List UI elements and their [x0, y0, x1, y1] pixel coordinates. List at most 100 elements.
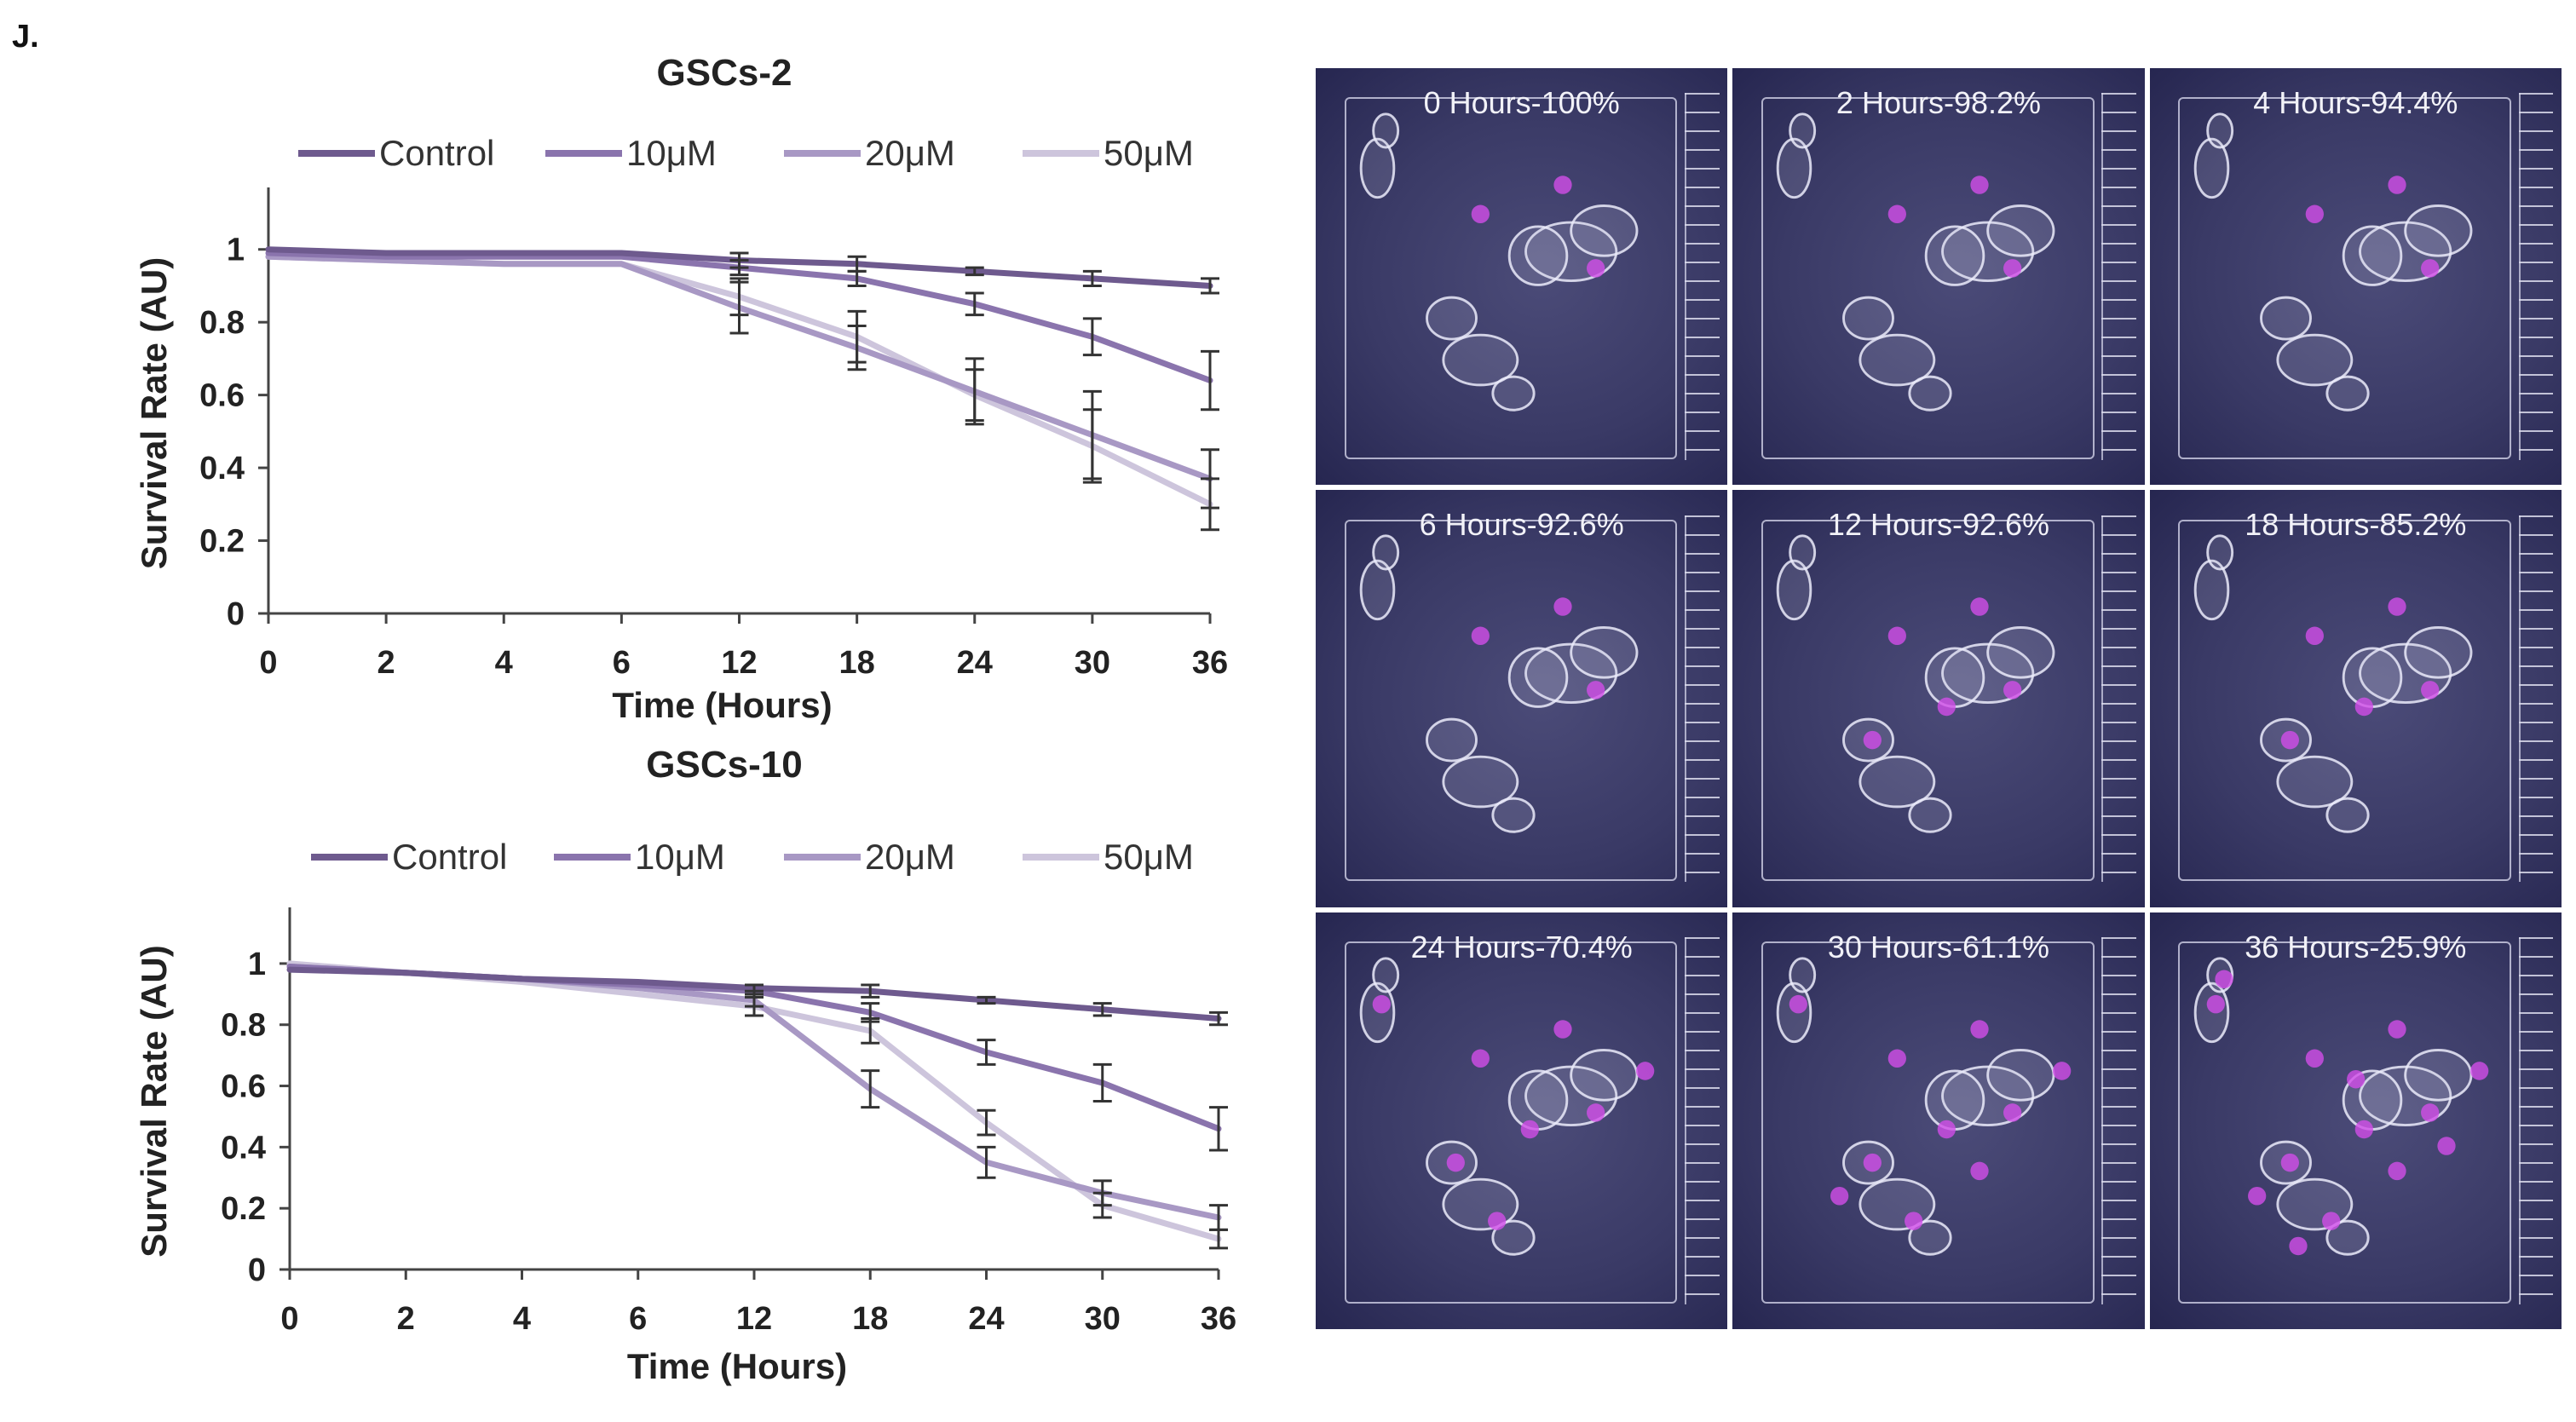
cell-cluster: [1372, 957, 1400, 993]
cell-cluster: [2325, 797, 2370, 834]
fluorescent-cell: [2420, 1102, 2439, 1122]
x-tick-label: 2: [397, 1301, 415, 1337]
cell-cluster: [1426, 296, 1478, 341]
y-tick-label: 0: [227, 596, 245, 632]
cell-cluster: [2325, 375, 2370, 412]
x-tick-label: 2: [377, 645, 395, 681]
fluorescent-cell: [2003, 259, 2022, 278]
scale-ladder: [1685, 937, 1720, 1304]
fluorescent-cell: [1888, 204, 1907, 224]
cell-cluster: [2403, 1048, 2473, 1102]
micrograph-tile: 0 Hours-100%: [1316, 68, 1728, 486]
fluorescent-cell: [2420, 259, 2439, 278]
legend-label: 20μM: [865, 837, 955, 877]
fluorescent-cell: [1636, 1061, 1655, 1080]
cell-cluster: [1507, 647, 1569, 709]
y-tick-label: 0.6: [221, 1069, 266, 1105]
cell-cluster: [1908, 797, 1952, 834]
micrograph-grid: 0 Hours-100% 2 Hours-98.2% 4 Hours-94.4% 6 …: [1316, 68, 2562, 1329]
chamber-outline: [1761, 519, 2095, 882]
fluorescent-cell: [1970, 1019, 1989, 1039]
fluorescent-cell: [1471, 1049, 1490, 1068]
scale-ladder: [2101, 937, 2136, 1304]
cell-cluster: [1359, 137, 1396, 199]
fluorescent-cell: [2305, 1049, 2324, 1068]
x-tick-label: 30: [1075, 645, 1110, 681]
legend-label: 20μM: [865, 133, 955, 173]
cell-cluster: [2403, 626, 2473, 679]
fluorescent-cell: [1888, 1049, 1907, 1068]
cell-cluster: [1570, 204, 1639, 257]
fluorescent-cell: [2003, 681, 2022, 699]
time-survival-caption: 30 Hours-61.1%: [1827, 929, 2050, 964]
x-axis-label: Time (Hours): [627, 1346, 847, 1386]
scale-ladder: [2101, 93, 2136, 460]
micrograph-tile: 24 Hours-70.4%: [1316, 912, 1728, 1329]
cell-cluster: [1507, 1069, 1569, 1131]
chart-gscs10: GSCs-10 Control 10μM 20μM 50μM 0 0.2 0.4 0.6 0.8 1…: [134, 744, 1236, 1386]
fluorescent-cell: [1864, 1153, 1882, 1172]
cell-cluster: [2276, 756, 2353, 809]
fluorescent-cell: [2215, 970, 2233, 988]
cell-cluster: [1908, 375, 1952, 412]
fluorescent-cell: [2053, 1061, 2072, 1080]
fluorescent-cell: [2469, 1061, 2488, 1080]
cell-clusters: [2193, 112, 2473, 412]
fluorescent-cell: [2321, 1212, 2340, 1230]
x-tick-label: 12: [721, 645, 757, 681]
cell-cluster: [1789, 112, 1817, 149]
fluorescent-cell: [1471, 204, 1490, 224]
micrograph-tile: 4 Hours-94.4%: [2149, 68, 2562, 486]
fluorescent-cell: [1587, 681, 1605, 699]
chamber-outline: [2178, 97, 2512, 460]
fluorescent-cell: [1587, 1102, 1605, 1122]
fluorescent-cell: [1888, 626, 1907, 646]
cell-cluster: [2205, 112, 2233, 149]
cell-clusters: [1359, 112, 1639, 412]
y-tick-label: 1: [227, 233, 245, 268]
cell-cluster: [1491, 1219, 1536, 1256]
y-tick-label: 0.8: [221, 1008, 266, 1044]
fluorescent-cell: [2206, 994, 2225, 1014]
cell-clusters: [1777, 112, 2055, 412]
cell-clusters: [2193, 534, 2473, 834]
fluorescent-cell: [2289, 1236, 2308, 1255]
cell-clusters: [1777, 957, 2072, 1256]
fluorescent-cell: [2354, 698, 2373, 717]
x-tick-label: 6: [613, 645, 631, 681]
cell-cluster: [1859, 333, 1936, 387]
time-survival-caption: 0 Hours-100%: [1423, 85, 1620, 120]
time-survival-caption: 18 Hours-85.2%: [2245, 507, 2467, 543]
x-tick-label: 24: [957, 645, 993, 681]
fluorescent-cell: [1970, 176, 1989, 194]
micrograph-tile: 6 Hours-92.6%: [1316, 490, 1728, 907]
fluorescent-cell: [1520, 1120, 1539, 1138]
y-axis-label: Survival Rate (AU): [134, 257, 174, 569]
x-tick-label: 0: [259, 645, 277, 681]
micrograph-tile: 30 Hours-61.1%: [1732, 912, 2145, 1329]
cell-cluster: [2276, 333, 2353, 387]
cell-cluster: [2205, 534, 2233, 571]
fluorescent-cell: [1553, 1019, 1572, 1039]
chamber-outline: [1761, 941, 2095, 1304]
fluorescent-cell: [2420, 681, 2439, 699]
cell-cluster: [1372, 534, 1400, 571]
x-tick-label: 36: [1201, 1301, 1236, 1337]
x-tick-label: 4: [495, 645, 513, 681]
fluorescent-cell: [1970, 1161, 1989, 1180]
time-survival-caption: 6 Hours-92.6%: [1419, 507, 1624, 543]
chamber-outline: [1344, 97, 1678, 460]
fluorescent-cell: [1372, 994, 1391, 1014]
y-tick-label: 1: [248, 947, 266, 982]
chamber-outline: [2178, 941, 2512, 1304]
legend-label: 50μM: [1104, 133, 1194, 173]
cell-clusters: [1359, 957, 1655, 1256]
cell-cluster: [1491, 797, 1536, 834]
fluorescent-cell: [2388, 597, 2406, 617]
legend-label: 50μM: [1104, 837, 1194, 877]
x-tick-label: 18: [852, 1301, 888, 1337]
fluorescent-cell: [2354, 1120, 2373, 1138]
cell-cluster: [1925, 647, 1985, 709]
time-survival-caption: 24 Hours-70.4%: [1410, 929, 1633, 964]
cell-cluster: [1442, 756, 1519, 809]
